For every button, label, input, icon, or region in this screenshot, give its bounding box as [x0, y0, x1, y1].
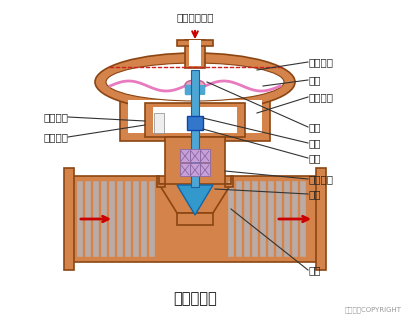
Bar	[191, 70, 199, 187]
Bar	[64, 168, 74, 270]
Polygon shape	[159, 184, 231, 213]
Text: 行程刻度: 行程刻度	[43, 132, 68, 142]
Bar	[190, 149, 200, 162]
Polygon shape	[157, 176, 165, 187]
Bar	[177, 40, 213, 46]
Text: 推杆: 推杆	[308, 138, 321, 148]
Bar	[189, 40, 201, 66]
Bar	[200, 163, 210, 176]
Bar	[154, 113, 164, 133]
Ellipse shape	[106, 63, 284, 101]
Bar	[180, 149, 190, 162]
Bar	[187, 116, 203, 130]
Polygon shape	[177, 213, 213, 225]
Ellipse shape	[185, 80, 205, 90]
Text: 膜室上腔: 膜室上腔	[308, 57, 333, 67]
Text: 阀芯: 阀芯	[308, 189, 321, 199]
Text: 膜室下腔: 膜室下腔	[308, 92, 333, 102]
Text: 膜片: 膜片	[308, 75, 321, 85]
Bar	[180, 163, 190, 176]
Text: 阀座: 阀座	[308, 265, 321, 275]
Text: 弹簧: 弹簧	[308, 122, 321, 132]
Text: 气动薄膜阀: 气动薄膜阀	[173, 292, 217, 307]
Bar	[145, 103, 245, 137]
Bar	[185, 40, 205, 68]
Text: 阀杆: 阀杆	[308, 153, 321, 163]
Bar	[128, 100, 262, 133]
Bar	[190, 163, 200, 176]
Polygon shape	[177, 185, 213, 215]
Bar	[165, 137, 225, 187]
Text: 行程指针: 行程指针	[43, 112, 68, 122]
Text: 密封填料: 密封填料	[308, 174, 333, 184]
Text: 东方仿真COPYRIGHT: 东方仿真COPYRIGHT	[345, 306, 402, 313]
Bar	[200, 149, 210, 162]
Bar	[72, 176, 318, 262]
Text: 压力信号入口: 压力信号入口	[176, 12, 214, 22]
Polygon shape	[225, 176, 233, 187]
Ellipse shape	[95, 53, 295, 111]
Bar	[316, 168, 326, 270]
Bar	[153, 107, 237, 133]
Bar	[120, 100, 270, 141]
